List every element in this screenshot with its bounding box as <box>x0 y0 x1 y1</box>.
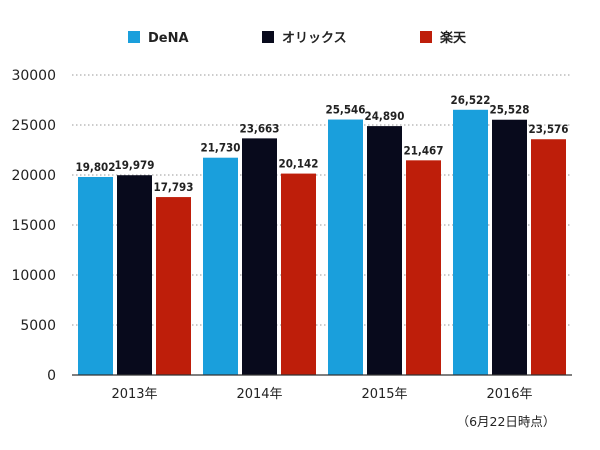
bar <box>203 157 238 375</box>
y-axis: 0 5000 10000 15000 20000 25000 30000 <box>11 68 56 384</box>
data-label: 26,522 <box>451 93 491 107</box>
legend-label: DeNA <box>148 31 189 46</box>
legend: DeNA オリックス 楽天 <box>128 30 467 46</box>
bar <box>367 126 402 375</box>
bar <box>328 119 363 375</box>
bar <box>281 173 316 375</box>
data-label: 19,802 <box>76 160 116 174</box>
x-tick-label: 2016年 <box>486 387 532 402</box>
x-axis: 2013年 2014年 2015年 2016年 <box>72 374 572 402</box>
bar <box>78 176 113 375</box>
data-label: 25,546 <box>326 103 366 117</box>
data-label: 23,663 <box>240 121 280 135</box>
data-label: 21,467 <box>404 143 444 157</box>
grid <box>72 74 572 326</box>
data-labels: 19,802 19,979 17,793 21,730 23,663 20,142 25,5… <box>76 93 569 194</box>
data-label: 21,730 <box>201 141 241 155</box>
bar <box>492 119 527 375</box>
y-tick-label: 30000 <box>11 68 56 84</box>
data-label: 19,979 <box>115 158 155 172</box>
data-label: 24,890 <box>365 109 405 123</box>
data-label: 20,142 <box>279 157 319 171</box>
x-axis-note: （6月22日時点） <box>457 414 556 429</box>
bar <box>242 138 277 375</box>
legend-swatch <box>128 31 140 43</box>
y-tick-label: 10000 <box>11 268 56 284</box>
bar <box>453 109 488 375</box>
legend-swatch <box>262 31 274 43</box>
data-label: 17,793 <box>154 180 194 194</box>
y-tick-label: 15000 <box>11 218 56 234</box>
y-tick-label: 0 <box>47 368 56 384</box>
bar <box>117 175 152 375</box>
data-label: 23,576 <box>529 122 569 136</box>
x-tick-label: 2014年 <box>236 387 282 402</box>
legend-swatch <box>420 31 432 43</box>
legend-label: 楽天 <box>439 30 467 46</box>
bar <box>531 139 566 375</box>
legend-label: オリックス <box>282 31 347 46</box>
x-tick-label: 2015年 <box>361 387 407 402</box>
y-tick-label: 5000 <box>20 318 56 334</box>
data-label: 25,528 <box>490 103 530 117</box>
y-tick-label: 25000 <box>11 118 56 134</box>
bars <box>78 109 566 375</box>
bar <box>406 160 441 375</box>
y-tick-label: 20000 <box>11 168 56 184</box>
x-tick-label: 2013年 <box>111 387 157 402</box>
bar <box>156 197 191 375</box>
